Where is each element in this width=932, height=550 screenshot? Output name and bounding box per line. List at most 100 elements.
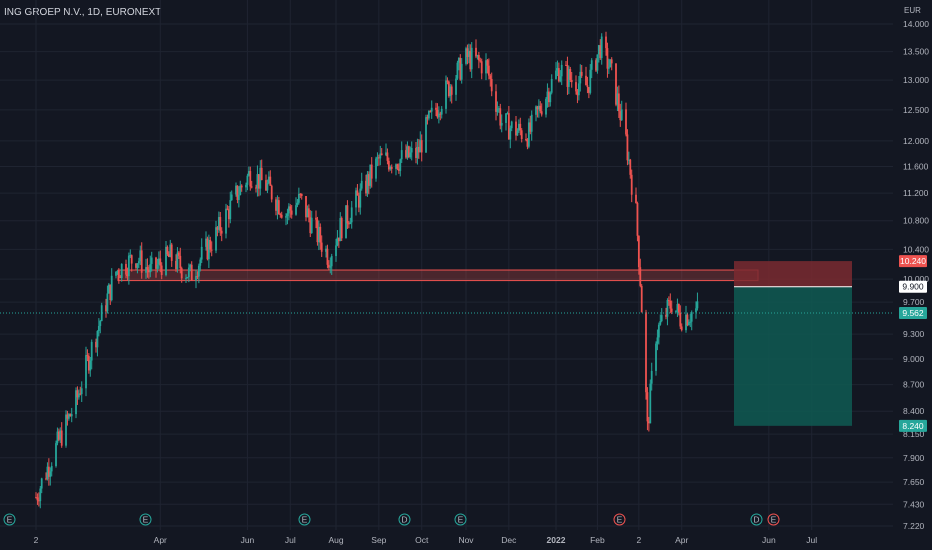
earnings-marker-circle[interactable] bbox=[767, 513, 780, 526]
candle-body bbox=[546, 91, 549, 99]
candle-body bbox=[687, 322, 690, 326]
candle-body bbox=[565, 64, 567, 66]
y-tick-label: 13.000 bbox=[903, 75, 929, 85]
earnings-marker[interactable]: E bbox=[613, 513, 626, 526]
earnings-marker[interactable]: E bbox=[767, 513, 780, 526]
earnings-marker-circle[interactable] bbox=[298, 513, 311, 526]
candle-body bbox=[289, 206, 292, 211]
candle-body bbox=[35, 497, 37, 499]
candle-body bbox=[229, 200, 232, 220]
candle-body bbox=[197, 265, 200, 277]
candle-body bbox=[650, 370, 653, 384]
take-profit-tag-bg bbox=[899, 419, 927, 432]
candle-body bbox=[257, 174, 260, 189]
candle-body bbox=[479, 60, 482, 62]
candle-body bbox=[145, 267, 147, 273]
y-tick-label: 9.000 bbox=[903, 354, 925, 364]
candle-body bbox=[590, 60, 593, 70]
candle-body bbox=[89, 360, 92, 371]
candle-body bbox=[217, 217, 220, 230]
candle-body bbox=[185, 277, 187, 279]
candle-body bbox=[190, 264, 193, 281]
stop-loss-zone[interactable] bbox=[734, 261, 852, 287]
last-price-tag-text: 9.562 bbox=[902, 308, 924, 318]
earnings-marker-circle[interactable] bbox=[3, 513, 16, 526]
candle-body bbox=[625, 109, 627, 135]
dividend-marker-circle[interactable] bbox=[750, 513, 763, 526]
candle-body bbox=[417, 146, 420, 153]
earnings-marker[interactable]: E bbox=[298, 513, 311, 526]
candle-body bbox=[345, 205, 347, 239]
candle-body bbox=[437, 113, 440, 118]
short-position-tool[interactable] bbox=[734, 261, 852, 426]
earnings-marker[interactable]: E bbox=[3, 513, 16, 526]
candle-body bbox=[139, 250, 142, 262]
candle-body bbox=[169, 244, 172, 257]
candle-body bbox=[519, 123, 522, 131]
candle-body bbox=[416, 146, 419, 158]
candle-body bbox=[245, 184, 247, 188]
x-tick-label: Jun bbox=[241, 535, 255, 545]
candle-body bbox=[160, 265, 163, 275]
candle-body bbox=[176, 252, 179, 270]
earnings-marker[interactable]: E bbox=[139, 513, 152, 526]
earnings-marker-circle[interactable] bbox=[139, 513, 152, 526]
candle-body bbox=[347, 223, 350, 225]
stop-loss-tag-bg bbox=[899, 255, 927, 268]
candle-body bbox=[317, 226, 320, 243]
candle-body bbox=[215, 227, 217, 251]
candle-body bbox=[657, 324, 660, 338]
candle-body bbox=[45, 478, 47, 480]
candle-body bbox=[219, 217, 222, 231]
candle-body bbox=[440, 108, 443, 115]
candle-body bbox=[675, 310, 677, 312]
dividend-marker[interactable]: D bbox=[750, 513, 763, 526]
candle-body bbox=[250, 186, 253, 188]
candle-body bbox=[157, 258, 160, 265]
candle-body bbox=[605, 36, 607, 49]
candle-body bbox=[225, 208, 227, 234]
candle-body bbox=[205, 238, 207, 247]
candle-body bbox=[350, 207, 353, 223]
candle-body bbox=[360, 180, 363, 189]
candle-body bbox=[275, 199, 277, 211]
dividend-marker[interactable]: D bbox=[398, 513, 411, 526]
candle-body bbox=[207, 239, 210, 260]
candle-body bbox=[340, 218, 343, 239]
candle-body bbox=[110, 275, 113, 301]
candle-body bbox=[469, 50, 472, 70]
candle-body bbox=[567, 69, 570, 87]
earnings-marker-circle[interactable] bbox=[613, 513, 626, 526]
candle-body bbox=[396, 164, 399, 169]
candle-body bbox=[446, 80, 449, 82]
last-price-tag-bg bbox=[899, 307, 927, 320]
candle-body bbox=[186, 277, 189, 279]
y-tick-label: 11.200 bbox=[903, 188, 929, 198]
candle-body bbox=[266, 182, 269, 191]
earnings-marker-circle[interactable] bbox=[454, 513, 467, 526]
candle-body bbox=[406, 146, 409, 158]
earnings-marker-letter: E bbox=[771, 515, 777, 525]
candle-body bbox=[447, 81, 450, 97]
candle-body bbox=[430, 107, 433, 112]
candle-body bbox=[109, 284, 112, 301]
candle-body bbox=[595, 60, 597, 71]
candle-body bbox=[196, 276, 199, 278]
dividend-marker-circle[interactable] bbox=[398, 513, 411, 526]
candle-body bbox=[86, 355, 89, 357]
candle-body bbox=[346, 205, 349, 224]
candle-body bbox=[125, 263, 127, 275]
take-profit-zone[interactable] bbox=[734, 286, 852, 426]
x-tick-label: Jul bbox=[285, 535, 296, 545]
candle-body bbox=[685, 314, 687, 331]
y-tick-label: 10.800 bbox=[903, 216, 929, 226]
candle-body bbox=[199, 259, 202, 266]
candle-body bbox=[356, 190, 359, 196]
earnings-marker[interactable]: E bbox=[454, 513, 467, 526]
candle-body bbox=[306, 208, 309, 218]
candle-body bbox=[77, 393, 80, 398]
y-tick-label: 9.300 bbox=[903, 329, 925, 339]
candle-body bbox=[166, 246, 169, 255]
